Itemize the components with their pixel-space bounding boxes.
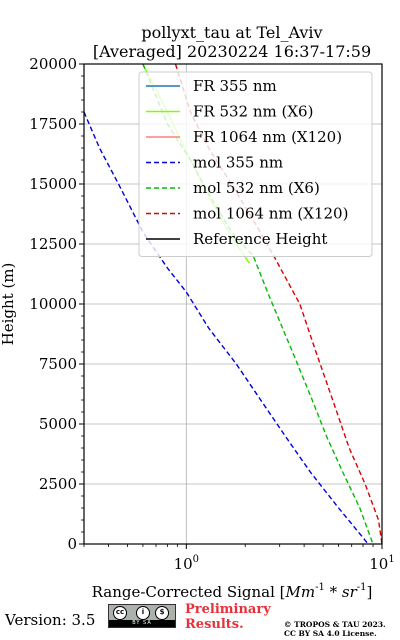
y-tick-label: 2500 — [39, 475, 77, 493]
copyright-notice: © TROPOS & TAU 2023. CC BY SA 4.0 Licens… — [284, 620, 386, 638]
legend-label: mol 355 nm — [193, 154, 283, 172]
by-icon: i — [136, 606, 150, 620]
y-tick-label: 17500 — [29, 115, 77, 133]
x-axis-label: Range-Corrected Signal [Mm-1 * sr-1] — [92, 582, 373, 601]
y-tick-label: 15000 — [29, 175, 77, 193]
legend-label: FR 355 nm — [193, 77, 277, 95]
legend: FR 355 nm FR 532 nm (X6) FR 1064 nm (X120)… — [138, 71, 373, 257]
cc-license-badge: cc i $ BY SA — [108, 604, 176, 628]
x-tick-label: 100 — [174, 554, 199, 573]
y-tick-label: 0 — [67, 535, 77, 553]
legend-label: mol 1064 nm (X120) — [193, 205, 348, 223]
chart-title: pollyxt_tau at Tel_Aviv — [141, 23, 322, 42]
legend-label: FR 532 nm (X6) — [193, 103, 313, 121]
preliminary-line-2: Results. — [185, 617, 244, 632]
legend-label: mol 532 nm (X6) — [193, 179, 320, 197]
axes-layer: 0 2500 5000 7500 10000 12500 15000 17500 20000 10… — [29, 55, 394, 573]
y-axis-label: Height (m) — [0, 263, 17, 346]
copyright-line-2: CC BY SA 4.0 License. — [284, 629, 377, 638]
version-label: Version: 3.5 — [5, 611, 96, 629]
legend-label: Reference Height — [193, 230, 327, 248]
y-tick-label: 10000 — [29, 295, 77, 313]
y-tick-label: 12500 — [29, 235, 77, 253]
y-tick-label: 5000 — [39, 415, 77, 433]
preliminary-line-1: Preliminary — [185, 602, 271, 617]
copyright-line-1: © TROPOS & TAU 2023. — [284, 620, 386, 629]
preliminary-notice: Preliminary Results. — [185, 602, 271, 632]
sa-icon: $ — [155, 606, 169, 620]
legend-label: FR 1064 nm (X120) — [193, 128, 342, 146]
cc-badge-bar: BY SA — [109, 620, 175, 627]
x-tick-label: 101 — [369, 554, 394, 573]
chart-subtitle: [Averaged] 20230224 16:37-17:59 — [93, 42, 371, 61]
y-tick-label: 20000 — [29, 55, 77, 73]
cc-icon: cc — [113, 606, 127, 620]
legend-box — [138, 71, 373, 257]
series-line-mol-355-nm — [84, 111, 369, 544]
y-tick-label: 7500 — [39, 355, 77, 373]
